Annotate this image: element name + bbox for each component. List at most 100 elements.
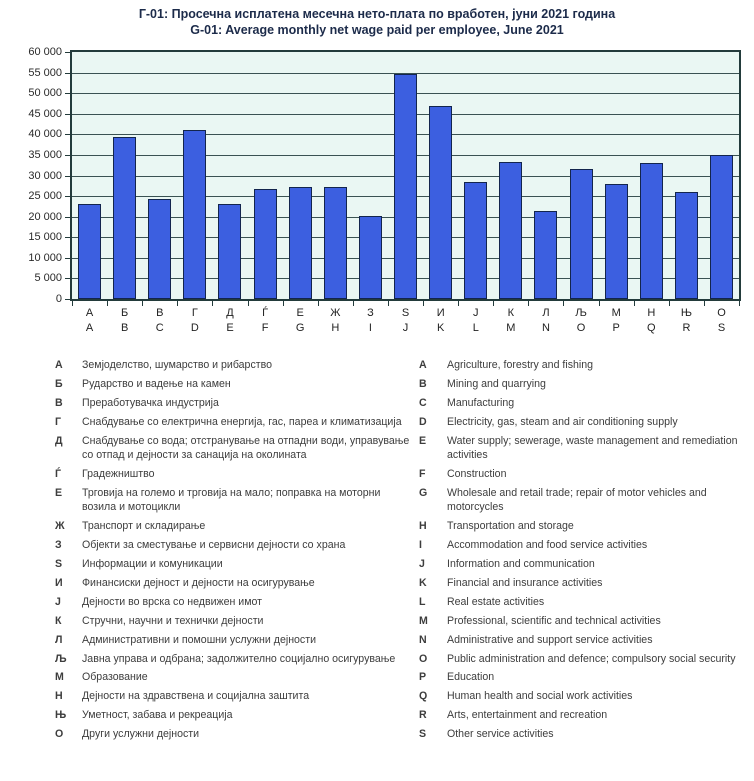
legend-text-mk-N: Административни и помошни услужни дејнос… <box>82 633 317 646</box>
legend-text-mk-A: Земјоделство, шумарство и рибарство <box>82 359 272 371</box>
legend-text-en-B: Mining and quarrying <box>447 377 546 390</box>
legend-text-en-R: Arts, entertainment and recreation <box>447 709 608 722</box>
y-tick-mark-15000 <box>65 237 70 239</box>
bar-Н-Q <box>639 163 663 299</box>
x-tick-mark-4 <box>212 301 214 306</box>
legend-text-en-M: Professional, scientific and technical a… <box>447 614 661 627</box>
legend-letter-mk-Б: Б <box>55 377 63 390</box>
x-label-mk-Д: Д <box>226 307 234 319</box>
legend-letter-mk-О: О <box>55 728 64 741</box>
legend-letter-en-J: J <box>419 557 425 570</box>
bar-Л-N <box>534 211 558 299</box>
legend-letter-en-O: O <box>419 652 428 665</box>
legend-text-en-E: Water supply; sewerage, waste management… <box>447 434 738 461</box>
legend-text-mk-G: Трговија на големо и трговија на мало; п… <box>82 486 381 513</box>
legend-letter-mk-В: В <box>55 396 63 409</box>
legend-letter-mk-Н: Н <box>55 690 63 703</box>
x-tick-mark-19 <box>739 301 740 306</box>
legend-letter-en-G: G <box>419 486 428 499</box>
chart-title-mk: Г-01: Просечна исплатена месечна нето-пл… <box>138 7 616 21</box>
legend-letter-en-N: N <box>419 633 427 646</box>
x-label-en-H: H <box>331 322 340 334</box>
legend-letter-mk-Г: Г <box>55 415 62 428</box>
x-label-en-R: R <box>682 322 691 334</box>
legend-letter-en-I: I <box>419 538 422 551</box>
y-tick-label-60000: 60 000 <box>28 46 62 58</box>
x-label-mk-Ж: Ж <box>330 307 341 319</box>
x-label-mk-Г: Г <box>191 307 198 319</box>
y-tick-mark-50000 <box>65 93 70 95</box>
bar-Љ-O <box>569 168 593 299</box>
legend-text-en-D: Electricity, gas, steam and air conditio… <box>447 415 678 428</box>
x-tick-mark-1 <box>107 301 109 306</box>
y-tick-label-45000: 45 000 <box>28 107 62 120</box>
legend-letter-mk-Ј: Ј <box>55 595 61 608</box>
y-tick-label-30000: 30 000 <box>28 169 62 182</box>
x-label-mk-Ј: Ј <box>473 307 479 319</box>
x-tick-mark-13 <box>528 301 530 306</box>
x-label-mk-Љ: Љ <box>575 307 587 319</box>
bar-А-A <box>78 203 102 299</box>
legend-letter-en-D: D <box>419 415 427 428</box>
y-tick-label-20000: 20 000 <box>28 210 62 223</box>
legend-text-mk-E: Снабдување со вода; отстранување на отпа… <box>82 434 410 461</box>
x-tick-mark-11 <box>458 301 460 306</box>
legend-text-mk-J: Информации и комуникации <box>82 557 223 570</box>
legend-text-mk-S: Други услужни дејности <box>82 728 200 741</box>
x-tick-mark-7 <box>317 301 319 306</box>
x-tick-mark-10 <box>423 301 425 306</box>
legend-text-en-S: Other service activities <box>447 728 554 741</box>
y-tick-mark-0 <box>65 299 70 300</box>
legend-letter-mk-S: S <box>55 557 63 570</box>
y-tick-mark-55000 <box>65 72 70 74</box>
x-label-en-Q: Q <box>647 322 656 334</box>
x-label-mk-М: М <box>611 307 621 319</box>
legend-letter-en-C: C <box>419 396 427 409</box>
legend-letter-en-Q: Q <box>419 690 428 703</box>
x-tick-mark-2 <box>142 301 144 306</box>
legend-text-en-H: Transportation and storage <box>447 519 574 532</box>
x-label-mk-Б: Б <box>121 307 129 319</box>
x-label-mk-Ѓ: Ѓ <box>262 307 269 319</box>
x-label-en-E: E <box>226 322 234 334</box>
x-tick-mark-14 <box>563 301 565 306</box>
legend-letter-mk-Л: Л <box>55 633 63 646</box>
x-label-en-N: N <box>542 322 550 334</box>
x-label-en-B: B <box>120 322 129 334</box>
legend-text-mk-C: Преработувачка индустрија <box>82 396 219 409</box>
x-label-mk-Л: Л <box>542 307 550 319</box>
legend-letter-en-E: E <box>419 434 427 447</box>
legend-letter-en-B: B <box>419 377 427 390</box>
gridline-55000 <box>72 72 739 74</box>
legend-letter-en-S: S <box>419 728 427 741</box>
bar-Ж-H <box>323 187 347 299</box>
bar-В-C <box>148 199 172 299</box>
legend-letter-mk-И: И <box>55 576 63 589</box>
bar-chart: 0 5 000 10 000 15 000 20 000 25 000 30 000 35 0… <box>0 0 754 345</box>
legend-text-en-Q: Human health and social work activities <box>447 690 633 703</box>
x-label-en-D: D <box>190 322 199 334</box>
legend-text-en-G: Wholesale and retail trade; repair of mo… <box>447 486 707 513</box>
x-axis-labels-en: A B C D E F G H I J K L M N O P Q R S <box>72 322 739 334</box>
y-tick-label-55000: 55 000 <box>28 66 62 79</box>
legend-text-mk-K: Финансиски дејност и дејности на осигуру… <box>82 576 315 589</box>
x-label-en-O: O <box>576 322 586 334</box>
legend-letter-mk-Ж: Ж <box>55 519 65 532</box>
y-tick-mark-60000 <box>65 52 70 53</box>
y-tick-mark-25000 <box>65 196 70 198</box>
legend: А Земјоделство, шумарство и рибарство A Agr… <box>55 359 747 742</box>
bar-О-S <box>709 155 733 299</box>
x-tick-mark-12 <box>493 301 495 306</box>
x-label-en-S: S <box>717 322 726 334</box>
legend-text-en-L: Real estate activities <box>447 595 545 608</box>
y-tick-mark-10000 <box>65 257 70 259</box>
x-label-en-M: M <box>506 322 516 334</box>
x-label-mk-S: S <box>401 307 410 319</box>
x-tick-mark-5 <box>247 301 249 306</box>
x-label-mk-Н: Н <box>647 307 656 319</box>
legend-text-en-F: Construction <box>447 467 507 480</box>
legend-text-en-C: Manufacturing <box>447 396 515 409</box>
x-tick-mark-16 <box>633 301 635 306</box>
x-tick-mark-17 <box>668 301 670 306</box>
